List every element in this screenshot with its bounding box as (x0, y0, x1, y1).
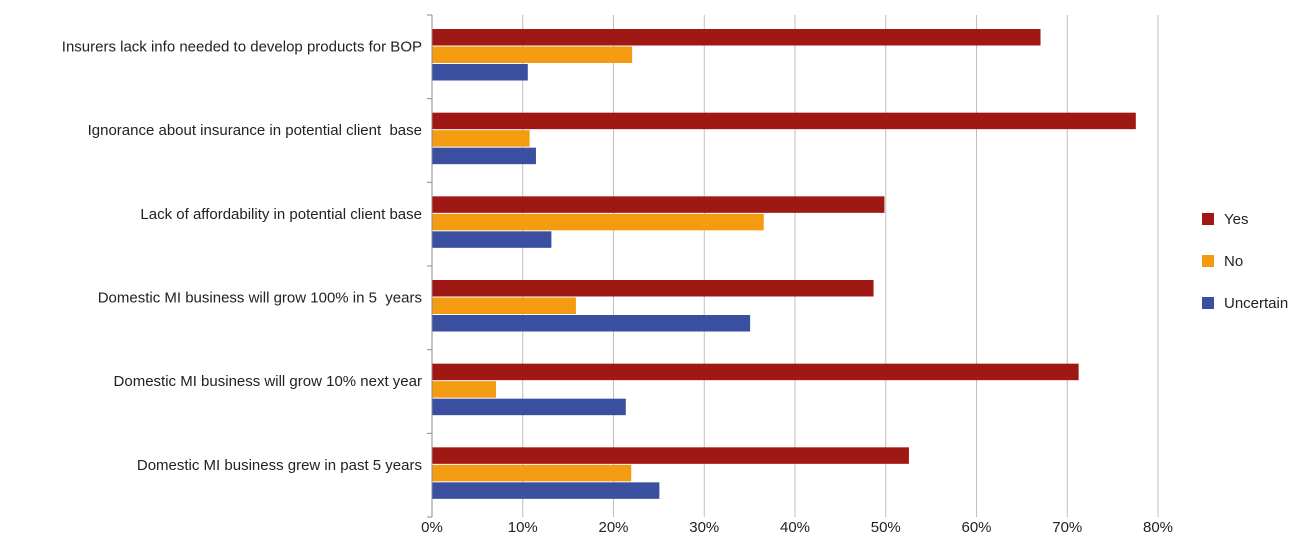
bar-no-3 (432, 297, 576, 314)
category-label: Domestic MI business will grow 100% in 5… (98, 290, 422, 307)
legend: Yes No Uncertain (1202, 211, 1288, 312)
bar-uncertain-3 (432, 315, 751, 332)
x-tick-label: 80% (1143, 519, 1173, 535)
bar-no-5 (432, 464, 632, 482)
legend-swatch-no (1202, 255, 1214, 267)
legend-label-uncertain: Uncertain (1224, 295, 1288, 312)
bar-yes-5 (432, 447, 909, 464)
bar-uncertain-0 (432, 64, 528, 81)
x-tick-label: 20% (598, 519, 628, 535)
legend-label-yes: Yes (1224, 211, 1248, 228)
bar-no-2 (432, 213, 764, 231)
category-label: Insurers lack info needed to develop pro… (62, 39, 422, 56)
x-tick-label: 10% (508, 519, 538, 535)
bar-yes-3 (432, 280, 874, 297)
x-tick-label: 60% (961, 519, 991, 535)
bar-yes-0 (432, 29, 1041, 46)
bar-uncertain-1 (432, 147, 536, 165)
category-label: Ignorance about insurance in potential c… (88, 122, 422, 139)
category-label: Lack of affordability in potential clien… (140, 206, 422, 223)
bar-uncertain-5 (432, 482, 660, 499)
legend-swatch-uncertain (1202, 297, 1214, 309)
x-tick-label: 70% (1052, 519, 1082, 535)
legend-label-no: No (1224, 253, 1243, 270)
category-label: Domestic MI business grew in past 5 year… (137, 457, 422, 474)
gridlines (522, 15, 1159, 517)
x-tick-label: 0% (421, 519, 443, 535)
legend-swatch-yes (1202, 213, 1214, 225)
bar-no-1 (432, 130, 530, 147)
bar-no-0 (432, 46, 633, 63)
bar-uncertain-2 (432, 231, 552, 248)
bar-uncertain-4 (432, 398, 626, 416)
y-axis (427, 14, 433, 518)
bar-yes-4 (432, 363, 1079, 381)
category-labels: Insurers lack info needed to develop pro… (62, 39, 422, 474)
bar-yes-2 (432, 196, 885, 213)
bar-no-4 (432, 381, 497, 398)
x-tick-label: 40% (780, 519, 810, 535)
bars (432, 29, 1136, 499)
category-label: Domestic MI business will grow 10% next … (114, 373, 422, 390)
x-axis-tick-labels: 0% 10% 20% 30% 40% 50% 60% 70% 80% (421, 519, 1173, 535)
x-tick-label: 30% (689, 519, 719, 535)
x-tick-label: 50% (871, 519, 901, 535)
bar-yes-1 (432, 112, 1136, 130)
